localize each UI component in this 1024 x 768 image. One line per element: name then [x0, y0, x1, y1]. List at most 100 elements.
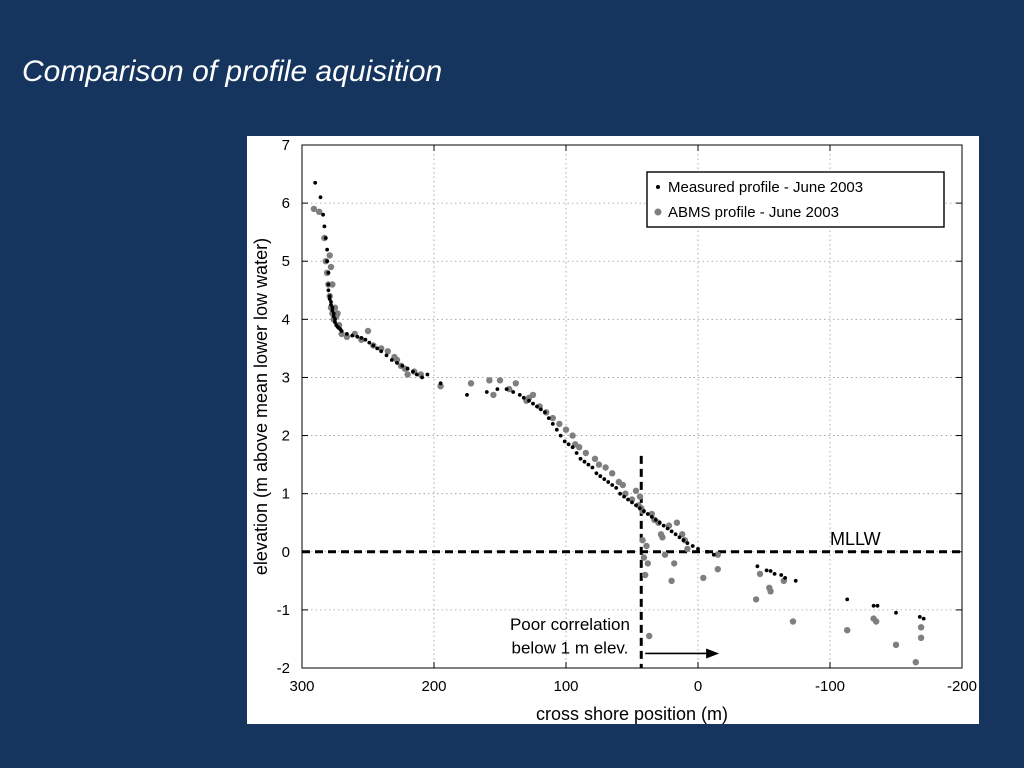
- abms-point: [364, 327, 372, 335]
- measured-point: [327, 297, 332, 301]
- x-tick-label: 300: [289, 678, 314, 695]
- measured-point: [696, 547, 700, 551]
- legend-marker-measured: [656, 185, 660, 189]
- abms-point: [767, 588, 774, 595]
- y-axis-label: elevation (m above mean lower low water): [251, 238, 271, 575]
- measured-point: [384, 353, 389, 358]
- measured-point: [331, 314, 336, 319]
- measured-point: [313, 180, 318, 185]
- measured-point: [411, 369, 415, 374]
- abms-point: [628, 496, 636, 503]
- legend-marker-abms: [654, 208, 662, 216]
- measured-point: [598, 474, 603, 479]
- arrow-head: [706, 648, 720, 659]
- abms-point: [648, 510, 655, 518]
- measured-point: [677, 535, 682, 540]
- plot-frame: [301, 144, 963, 669]
- measured-point: [504, 387, 509, 391]
- measured-point: [645, 512, 650, 516]
- abms-point: [334, 310, 341, 317]
- measured-point: [558, 433, 563, 438]
- measured-point: [578, 456, 583, 461]
- measured-point: [325, 247, 329, 252]
- abms-point: [789, 618, 797, 625]
- measured-point: [331, 311, 336, 316]
- abms-point: [582, 449, 589, 457]
- data-points: [310, 180, 926, 666]
- measured-point: [705, 549, 710, 554]
- abms-point: [639, 537, 646, 544]
- measured-point: [326, 288, 331, 293]
- abms-point: [873, 618, 880, 625]
- abms-point: [343, 333, 351, 340]
- measured-point: [330, 305, 335, 310]
- abms-point: [338, 330, 345, 338]
- legend-label-measured: Measured profile - June 2003: [668, 179, 863, 196]
- abms-point: [437, 383, 444, 390]
- measured-point: [350, 333, 355, 338]
- measured-point: [657, 520, 662, 525]
- measured-point: [323, 236, 328, 240]
- x-axis-label: cross shore position (m): [536, 704, 728, 724]
- abms-point: [642, 571, 649, 579]
- measured-point: [673, 532, 678, 537]
- measured-point: [711, 552, 716, 557]
- abms-point: [595, 461, 603, 468]
- measured-point: [400, 363, 405, 368]
- abms-point: [917, 634, 925, 641]
- measured-point: [367, 340, 372, 345]
- measured-point: [438, 381, 443, 386]
- measured-point: [517, 393, 522, 397]
- abms-point: [844, 627, 851, 634]
- abms-point: [512, 380, 519, 387]
- abms-point: [529, 391, 537, 399]
- scatter-chart: 300 200 100 0 -100 -200 -2 -1 0 1 2 3 4 5 6 7 cross sho…: [251, 137, 977, 724]
- callout-arrow: [645, 648, 720, 659]
- abms-point: [329, 281, 336, 288]
- abms-point: [404, 371, 411, 378]
- measured-point: [574, 451, 579, 455]
- abms-point: [327, 263, 335, 271]
- abms-point: [700, 574, 707, 582]
- abms-point: [609, 470, 616, 477]
- measured-point: [649, 515, 654, 519]
- measured-point: [527, 398, 531, 403]
- measured-point: [484, 390, 489, 394]
- callout-text-line1: Poor correlation: [510, 615, 630, 634]
- y-tick-label: 2: [282, 428, 290, 445]
- measured-point: [539, 407, 543, 412]
- abms-point: [467, 380, 475, 387]
- measured-point: [321, 212, 325, 217]
- measured-point: [363, 337, 368, 342]
- measured-point: [665, 526, 670, 531]
- measured-point: [327, 294, 332, 298]
- measured-point: [495, 387, 500, 391]
- measured-point: [405, 366, 410, 371]
- measured-point: [465, 393, 469, 397]
- x-tick-label: 200: [421, 678, 446, 695]
- abms-point: [486, 377, 493, 384]
- abms-point: [556, 420, 563, 428]
- abms-point: [310, 205, 318, 213]
- abms-point: [576, 444, 583, 451]
- legend-box: [646, 171, 945, 228]
- measured-point: [531, 401, 535, 406]
- measured-point: [326, 270, 331, 275]
- slide-title: Comparison of profile aquisition: [22, 55, 443, 88]
- abms-point: [326, 252, 333, 259]
- abms-point: [659, 534, 666, 541]
- measured-point: [894, 610, 898, 615]
- chart-panel: 300 200 100 0 -100 -200 -2 -1 0 1 2 3 4 5 6 7 cross sho…: [247, 136, 979, 724]
- abms-point: [619, 481, 626, 489]
- abms-point: [668, 577, 675, 584]
- reference-lines: [302, 455, 962, 668]
- measured-point: [690, 544, 695, 548]
- abms-point: [917, 624, 925, 631]
- measured-point: [634, 503, 638, 508]
- abms-point: [393, 356, 401, 364]
- abms-point: [643, 542, 650, 550]
- measured-point: [845, 597, 850, 602]
- measured-point: [345, 332, 349, 336]
- x-tick-label: -200: [947, 678, 977, 695]
- measured-point: [355, 334, 360, 339]
